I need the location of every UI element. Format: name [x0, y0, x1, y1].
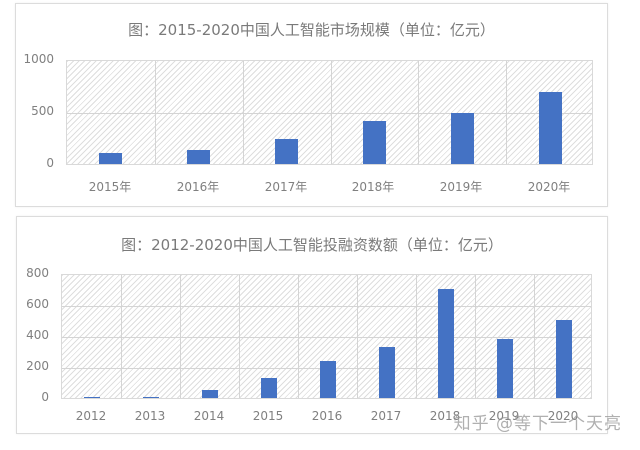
gridline	[243, 61, 244, 164]
gridline	[67, 113, 592, 114]
x-tick-label: 2020	[547, 409, 579, 423]
gridline	[357, 275, 358, 398]
x-tick-label: 2016年	[176, 180, 220, 194]
y-tick-label: 0	[41, 390, 49, 404]
y-tick-label: 600	[26, 297, 49, 311]
gridline	[298, 275, 299, 398]
y-tick-label: 200	[26, 359, 49, 373]
bar-2017年	[275, 139, 298, 164]
chart-title: 图：2012-2020中国人工智能投融资数额（单位：亿元）	[121, 236, 503, 254]
bar-2016年	[187, 150, 210, 164]
bar-2020年	[539, 92, 562, 164]
plot-area	[66, 60, 593, 165]
y-tick-label: 400	[26, 328, 49, 342]
x-tick-label: 2018年	[351, 180, 395, 194]
y-tick-label: 800	[26, 266, 49, 280]
bar-2018	[438, 289, 454, 398]
gridline	[180, 275, 181, 398]
gridline	[155, 61, 156, 164]
gridline	[506, 61, 507, 164]
bar-2020	[556, 320, 572, 398]
x-tick-label: 2015	[252, 409, 284, 423]
bar-2017	[379, 347, 395, 398]
x-tick-label: 2012	[75, 409, 107, 423]
gridline	[331, 61, 332, 164]
gridline	[62, 306, 591, 307]
chart-title: 图：2015-2020中国人工智能市场规模（单位：亿元）	[128, 21, 495, 39]
bar-2014	[202, 390, 218, 398]
plot-area	[61, 274, 592, 399]
x-tick-label: 2018	[429, 409, 461, 423]
bar-2013	[143, 397, 159, 398]
x-tick-label: 2015年	[88, 180, 132, 194]
y-tick-label: 1000	[23, 52, 54, 66]
x-tick-label: 2019年	[439, 180, 483, 194]
bar-2018年	[363, 121, 386, 164]
x-tick-label: 2016	[311, 409, 343, 423]
bar-2012	[84, 397, 100, 398]
x-tick-label: 2019	[488, 409, 520, 423]
bar-2015	[261, 378, 277, 398]
gridline	[534, 275, 535, 398]
x-tick-label: 2020年	[527, 180, 571, 194]
gridline	[121, 275, 122, 398]
gridline	[416, 275, 417, 398]
y-tick-label: 0	[46, 156, 54, 170]
gridline	[239, 275, 240, 398]
gridline	[62, 337, 591, 338]
x-tick-label: 2017年	[264, 180, 308, 194]
bar-2019	[497, 339, 513, 398]
gridline	[475, 275, 476, 398]
gridline	[418, 61, 419, 164]
x-tick-label: 2014	[193, 409, 225, 423]
x-tick-label: 2017	[370, 409, 402, 423]
x-tick-label: 2013	[134, 409, 166, 423]
y-tick-label: 500	[31, 104, 54, 118]
bar-2015年	[99, 153, 122, 164]
watermark: 知乎 @等下一个天亮	[453, 414, 622, 434]
bar-2019年	[451, 113, 474, 164]
bar-2016	[320, 361, 336, 398]
